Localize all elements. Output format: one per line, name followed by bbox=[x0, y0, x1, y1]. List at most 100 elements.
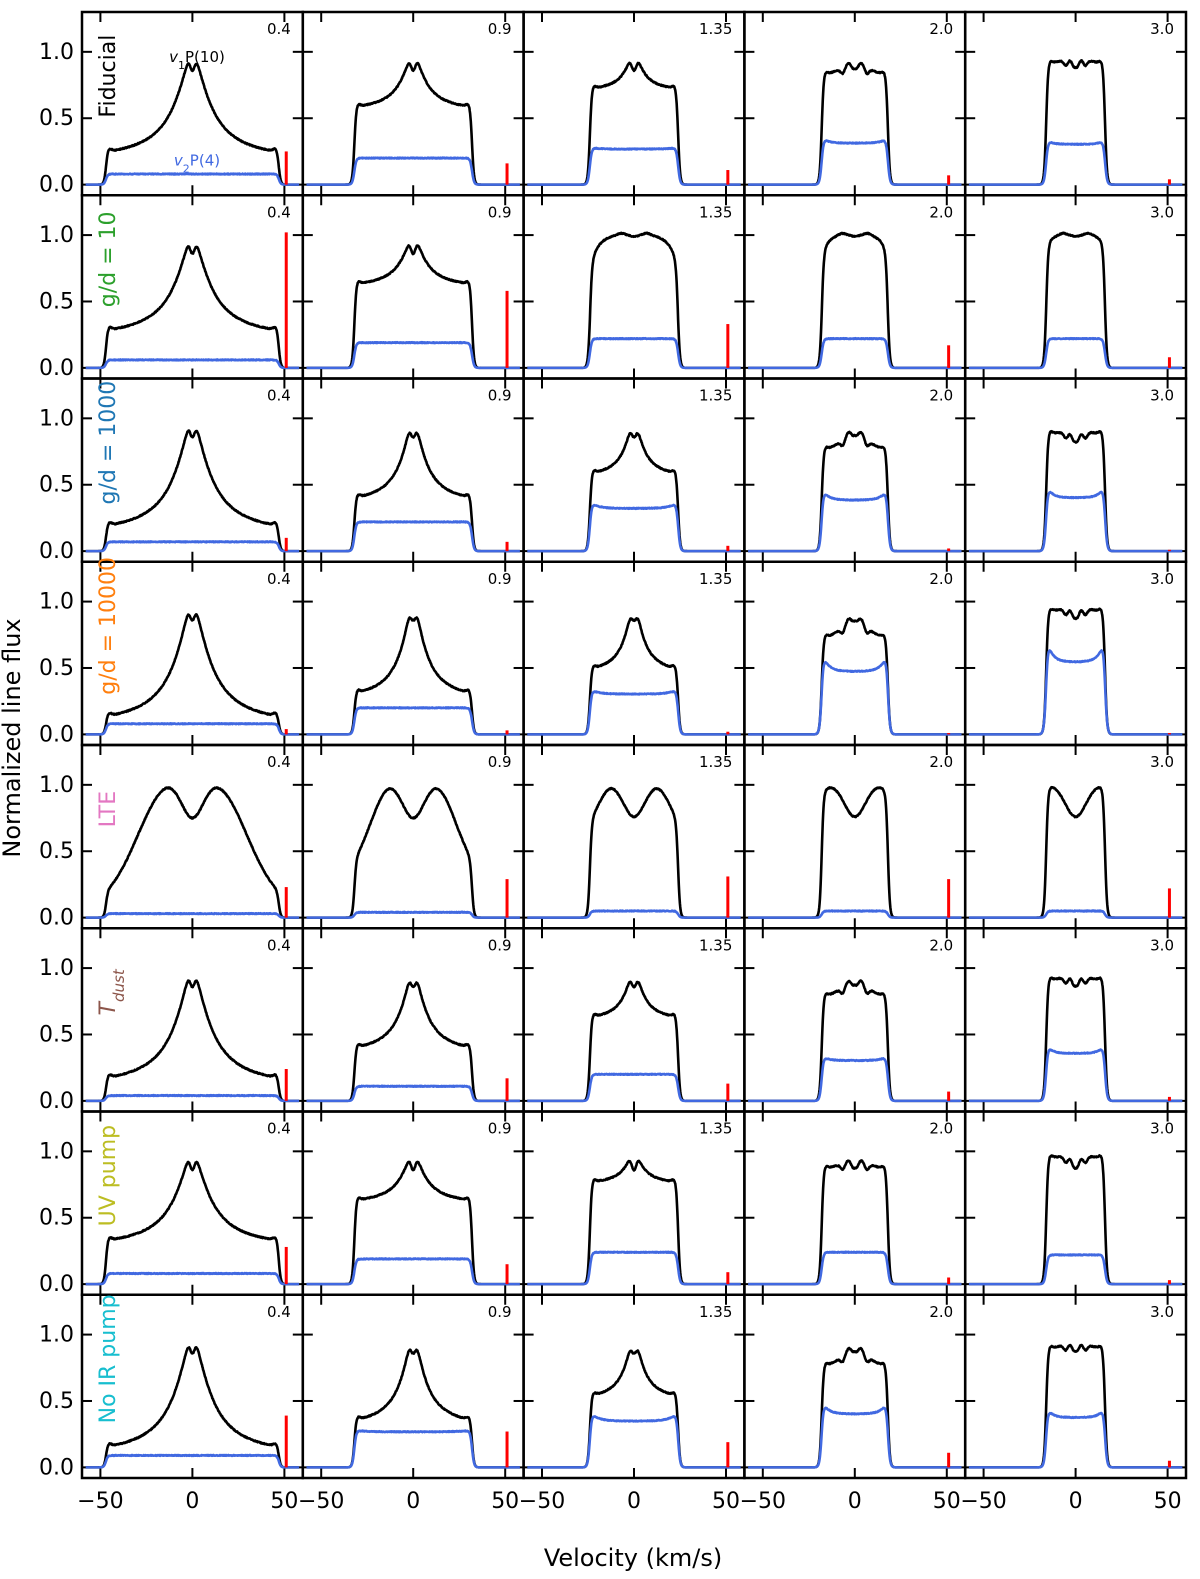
panel-r2-c3: 1.35 bbox=[522, 194, 746, 380]
x-axis-title: Velocity (km/s) bbox=[544, 1544, 722, 1572]
y-tick-label: 1.0 bbox=[39, 223, 74, 248]
panel-column-label: 2.0 bbox=[929, 20, 953, 38]
panel-column-label: 0.4 bbox=[267, 203, 291, 221]
series-black-line bbox=[84, 245, 301, 370]
series-blue-line bbox=[967, 336, 1184, 370]
panel-column-label: 0.9 bbox=[488, 387, 512, 405]
panel-frame bbox=[522, 377, 746, 563]
panel-frame bbox=[301, 1110, 525, 1296]
series-blue-line bbox=[526, 1415, 742, 1469]
series-blue-line bbox=[967, 1048, 1184, 1103]
panel-frame bbox=[522, 194, 746, 380]
panel-column-label: 3.0 bbox=[1150, 203, 1174, 221]
series-black-line bbox=[747, 1159, 963, 1286]
series-blue-line bbox=[305, 910, 521, 919]
series-black-line bbox=[84, 1160, 301, 1286]
series-blue-line bbox=[747, 660, 963, 736]
panel-column-label: 1.35 bbox=[699, 753, 732, 771]
series-blue-line bbox=[305, 1429, 521, 1469]
row-label: Fiducial bbox=[96, 35, 121, 118]
series-blue-line bbox=[526, 690, 742, 736]
panel-frame bbox=[301, 10, 525, 197]
panel-column-label: 3.0 bbox=[1150, 1303, 1174, 1321]
series-black-line bbox=[84, 62, 301, 186]
series-blue-line bbox=[305, 706, 521, 736]
series-black-line bbox=[747, 786, 963, 919]
y-tick-label: 0.0 bbox=[39, 722, 74, 747]
x-tick-label: 50 bbox=[712, 1489, 740, 1514]
y-tick-label: 1.0 bbox=[39, 1139, 74, 1164]
panel-r7-c5: 3.0 bbox=[963, 1110, 1188, 1296]
series-blue-line bbox=[84, 358, 301, 370]
panel-column-label: 3.0 bbox=[1150, 570, 1174, 588]
series-black-line bbox=[305, 431, 521, 553]
panel-r4-c1: 0.0 0.5 1.0 0.4 g/d = 10000 bbox=[39, 557, 305, 747]
series-blue-line bbox=[84, 1453, 301, 1469]
legend-black-series-rest: P(10) bbox=[185, 48, 225, 66]
panel-frame bbox=[522, 1110, 746, 1296]
panel-column-label: 0.9 bbox=[488, 203, 512, 221]
panel-frame bbox=[301, 560, 525, 747]
panel-frame bbox=[963, 194, 1188, 380]
series-blue-line bbox=[305, 1257, 521, 1286]
panel-frame bbox=[301, 377, 525, 563]
panel-column-label: 0.9 bbox=[488, 570, 512, 588]
panel-r1-c3: 1.35 bbox=[522, 10, 746, 197]
y-tick-label: 0.5 bbox=[39, 1206, 74, 1231]
series-black-line bbox=[967, 430, 1184, 553]
series-black-line bbox=[967, 1154, 1184, 1286]
panel-column-label: 1.35 bbox=[699, 203, 732, 221]
panel-column-label: 0.4 bbox=[267, 936, 291, 954]
panel-r4-c4: 2.0 bbox=[743, 560, 967, 747]
panel-frame bbox=[522, 1293, 746, 1480]
panel-column-label: 0.9 bbox=[488, 20, 512, 38]
row-label: g/d = 1000 bbox=[96, 381, 121, 505]
series-black-line bbox=[526, 617, 742, 736]
y-tick-label: 0.5 bbox=[39, 473, 74, 498]
y-axis-title: Normalized line flux bbox=[0, 618, 26, 857]
x-tick-label: 0 bbox=[627, 1489, 641, 1514]
panel-column-label: 2.0 bbox=[929, 1120, 953, 1138]
panel-r5-c2: 0.9 bbox=[301, 743, 525, 930]
panel-r8-c4: −50 0 50 2.0 bbox=[740, 1293, 967, 1514]
panel-column-label: 3.0 bbox=[1150, 387, 1174, 405]
y-tick-label: 0.5 bbox=[39, 106, 74, 131]
series-blue-line bbox=[526, 1072, 742, 1103]
panel-frame bbox=[522, 560, 746, 747]
series-black-line bbox=[84, 1346, 301, 1469]
series-black-line bbox=[84, 613, 301, 736]
panel-r1-c2: 0.9 bbox=[301, 10, 525, 197]
panel-frame bbox=[522, 10, 746, 197]
x-tick-label: 50 bbox=[491, 1489, 519, 1514]
panel-r6-c3: 1.35 bbox=[522, 927, 746, 1113]
legend-blue-series: v2P(4) bbox=[174, 151, 220, 175]
panel-column-label: 2.0 bbox=[929, 1303, 953, 1321]
row-label: g/d = 10 bbox=[96, 212, 121, 308]
panel-frame bbox=[743, 377, 967, 563]
series-black-line bbox=[526, 1349, 742, 1469]
panel-r5-c1: 0.0 0.5 1.0 0.4 LTE bbox=[39, 743, 305, 931]
legend-blue-series-v: v bbox=[174, 151, 184, 169]
series-black-line bbox=[84, 786, 301, 919]
series-black-line bbox=[967, 785, 1184, 919]
x-tick-label: −50 bbox=[519, 1489, 565, 1514]
series-blue-line bbox=[747, 493, 963, 553]
panel-column-label: 2.0 bbox=[929, 570, 953, 588]
series-black-line bbox=[526, 231, 742, 370]
panel-r1-c4: 2.0 bbox=[743, 10, 967, 197]
panel-r4-c5: 3.0 bbox=[963, 560, 1188, 747]
series-blue-line bbox=[747, 1250, 963, 1286]
panel-r5-c3: 1.35 bbox=[522, 743, 746, 930]
series-black-line bbox=[84, 979, 301, 1103]
series-black-line bbox=[967, 1343, 1184, 1469]
panel-frame bbox=[963, 377, 1188, 563]
series-black-line bbox=[747, 617, 963, 736]
series-blue-line bbox=[747, 336, 963, 370]
y-tick-label: 1.0 bbox=[39, 1323, 74, 1348]
panel-frame bbox=[743, 927, 967, 1113]
panel-column-label: 1.35 bbox=[699, 20, 732, 38]
y-tick-label: 1.0 bbox=[39, 406, 74, 431]
panel-frame bbox=[963, 10, 1188, 197]
